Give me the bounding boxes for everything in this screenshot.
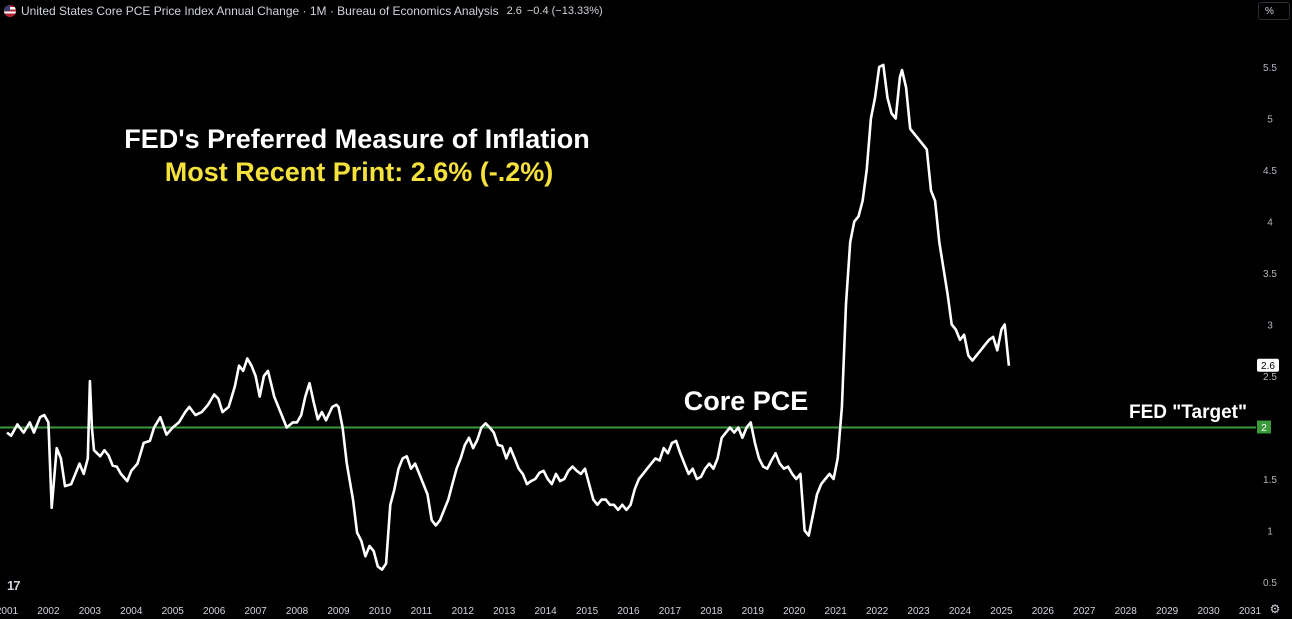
x-tick-label: 2002 — [37, 606, 60, 617]
x-tick-label: 2031 — [1239, 606, 1262, 617]
core-pce-line[interactable] — [6, 63, 1011, 571]
x-tick-label: 2013 — [493, 606, 516, 617]
target-annotation: FED "Target" — [1129, 402, 1247, 423]
x-tick-label: 2011 — [411, 606, 433, 617]
x-tick-label: 2024 — [949, 606, 972, 617]
y-tick-label: 4.5 — [1263, 166, 1277, 177]
x-tick-label: 2008 — [286, 606, 309, 617]
y-tick-label: 1 — [1267, 527, 1273, 538]
y-tick-label: 4 — [1267, 218, 1273, 229]
chart-title: FED's Preferred Measure of Inflation — [124, 124, 590, 154]
x-tick-label: 2018 — [700, 606, 723, 617]
x-tick-label: 2004 — [120, 606, 143, 617]
target-value-badge — [1257, 420, 1271, 434]
target-axis-label: 2 — [1261, 423, 1267, 434]
y-tick-label: 5 — [1267, 115, 1273, 126]
y-tick-label: 3.5 — [1263, 269, 1277, 280]
y-tick-label: 3 — [1267, 321, 1273, 332]
x-tick-label: 2022 — [866, 606, 889, 617]
chart-header: United States Core PCE Price Index Annua… — [4, 3, 603, 19]
x-tick-label: 2017 — [659, 606, 682, 617]
percent-scale-button[interactable]: % — [1258, 2, 1290, 20]
y-tick-label: 2.5 — [1263, 372, 1277, 383]
x-tick-label: 2015 — [576, 606, 599, 617]
chart-subtitle: Most Recent Print: 2.6% (-.2%) — [165, 157, 554, 187]
series-title[interactable]: United States Core PCE Price Index Annua… — [21, 4, 499, 18]
x-tick-label: 2021 — [825, 606, 848, 617]
x-tick-label: 2028 — [1115, 606, 1138, 617]
last-value-badge — [1257, 358, 1279, 372]
x-tick-label: 2012 — [452, 606, 475, 617]
y-tick-label: 5.5 — [1263, 63, 1277, 74]
x-tick-label: 2027 — [1073, 606, 1096, 617]
x-tick-label: 2023 — [907, 606, 930, 617]
x-tick-label: 2026 — [1032, 606, 1055, 617]
x-tick-label: 2003 — [79, 606, 102, 617]
x-tick-label: 2030 — [1197, 606, 1220, 617]
y-tick-label: 1.5 — [1263, 475, 1277, 486]
x-tick-label: 2006 — [203, 606, 226, 617]
x-tick-label: 2016 — [617, 606, 640, 617]
us-flag-icon — [4, 5, 16, 17]
x-tick-label: 2014 — [535, 606, 558, 617]
x-tick-label: 2029 — [1156, 606, 1179, 617]
y-tick-label: 0.5 — [1263, 578, 1277, 589]
current-value: 2.6 — [506, 5, 522, 17]
x-tick-label: 2005 — [162, 606, 185, 617]
x-tick-label: 2009 — [327, 606, 350, 617]
x-tick-label: 2007 — [244, 606, 267, 617]
tradingview-logo-icon: 17 — [7, 578, 21, 593]
value-change: −0.4 (−13.33%) — [526, 5, 603, 17]
gear-icon[interactable]: ⚙ — [1269, 602, 1281, 616]
series-annotation: Core PCE — [684, 386, 809, 416]
last-value-label: 2.6 — [1261, 361, 1275, 372]
x-tick-label: 2010 — [369, 606, 392, 617]
x-tick-label: 2020 — [783, 606, 806, 617]
x-tick-label: 2025 — [990, 606, 1013, 617]
x-tick-label: 2019 — [742, 606, 765, 617]
